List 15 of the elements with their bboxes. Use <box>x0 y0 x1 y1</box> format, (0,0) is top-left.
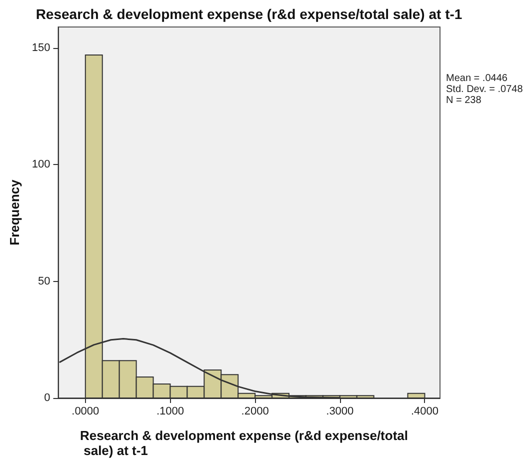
text: Mean = .0446 <box>446 73 508 84</box>
x-tick-label: .3000 <box>326 406 354 418</box>
y-axis-title: Frequency <box>7 178 22 246</box>
chart-title: Research & development expense (r&d expense/total sale) at t-1 <box>36 6 462 22</box>
x-tick-label: .1000 <box>156 406 184 418</box>
y-tick-label: 50 <box>38 275 50 288</box>
y-tick-label: 0 <box>44 392 50 404</box>
y-tick-label: 100 <box>32 158 50 171</box>
text: Std. Dev. = .0748 <box>446 84 524 95</box>
y-tick-label: 150 <box>32 42 50 54</box>
text: N = 238 <box>446 95 482 106</box>
x-axis-title: Research & development expense (r&d expense/total sale) at t-1 <box>80 428 408 458</box>
x-tick-label: .2000 <box>241 406 269 418</box>
x-tick-label: .0000 <box>72 406 100 418</box>
x-tick-label: .4000 <box>410 406 438 418</box>
